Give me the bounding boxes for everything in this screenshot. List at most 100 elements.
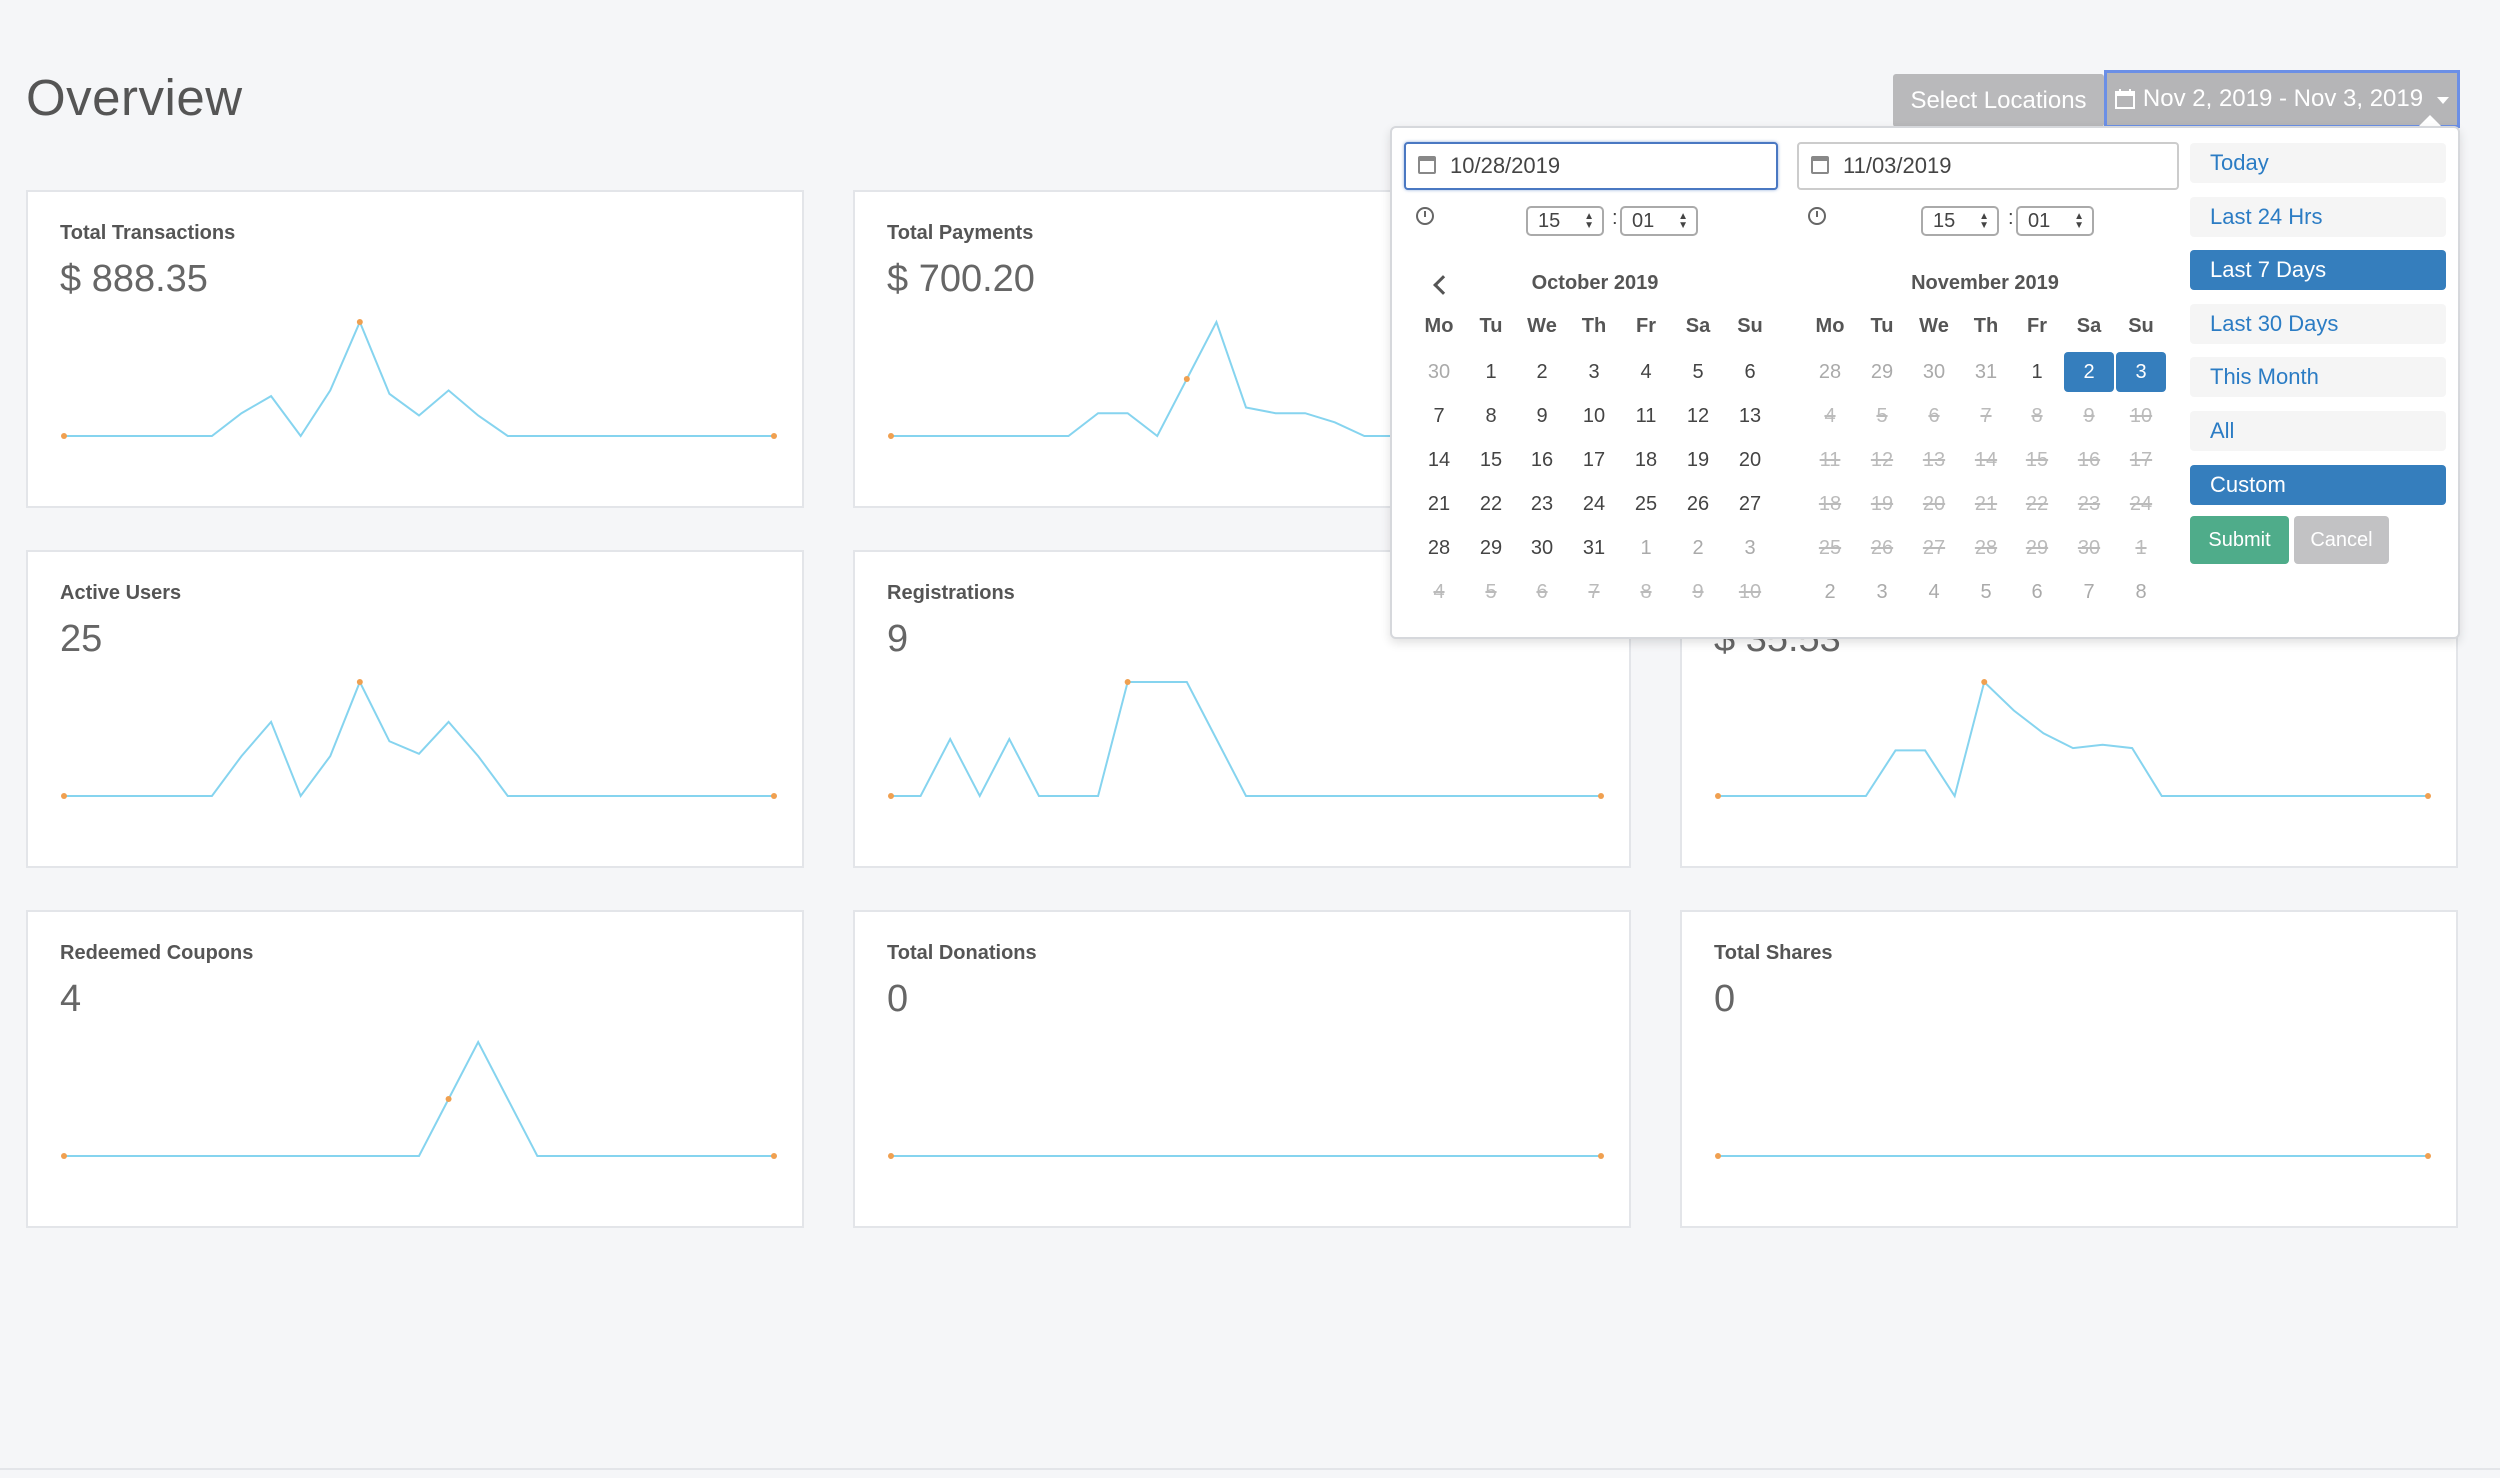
- calendar-day[interactable]: 9: [1536, 405, 1548, 427]
- calendar-day[interactable]: 19: [1686, 449, 1710, 471]
- end-date-input[interactable]: 11/03/2019: [1797, 142, 2179, 190]
- calendar-day[interactable]: 4: [1640, 361, 1652, 383]
- sparkline-point: [1183, 376, 1190, 382]
- calendar-day: 5: [1485, 581, 1497, 603]
- calendar-day: 7: [1588, 581, 1600, 603]
- weekday-header: Fr: [2027, 315, 2047, 337]
- range-option-all[interactable]: All: [2190, 411, 2446, 451]
- clock-icon: [1808, 207, 1826, 225]
- calendar-day[interactable]: 4: [1928, 581, 1940, 603]
- sparkline: [61, 1039, 777, 1159]
- range-option-this-month[interactable]: This Month: [2190, 357, 2446, 398]
- end-hour-select[interactable]: 15 ▲ ▼: [1921, 206, 1999, 236]
- sparkline: [888, 1153, 1604, 1159]
- stat-card: Registrations 9: [853, 550, 1631, 868]
- calendar-day[interactable]: 14: [1427, 449, 1451, 471]
- calendar-day[interactable]: 1: [2031, 361, 2043, 383]
- card-title: Total Donations: [887, 942, 1037, 964]
- calendar-day: 1: [2135, 537, 2147, 559]
- submit-button[interactable]: Submit: [2190, 516, 2289, 564]
- calendar-day[interactable]: 3: [1588, 361, 1600, 383]
- range-option-last-24-hrs[interactable]: Last 24 Hrs: [2190, 196, 2446, 237]
- calendar-day[interactable]: 8: [1485, 405, 1497, 427]
- range-option-last-7-days[interactable]: Last 7 Days: [2190, 250, 2446, 291]
- page-title: Overview: [26, 69, 243, 126]
- card-title: Total Transactions: [60, 222, 236, 244]
- range-option-last-30-days[interactable]: Last 30 Days: [2190, 303, 2446, 344]
- sparkline-path: [64, 679, 774, 799]
- calendar-day[interactable]: 8: [2135, 581, 2147, 603]
- calendar-day[interactable]: 5: [1980, 581, 1992, 603]
- calendar-day[interactable]: 12: [1686, 405, 1710, 427]
- footer-divider: [0, 1468, 2500, 1470]
- calendar-day[interactable]: 13: [1738, 405, 1762, 427]
- calendar-day[interactable]: 26: [1686, 493, 1710, 515]
- calendar-day[interactable]: 16: [1530, 449, 1554, 471]
- card-title: Redeemed Coupons: [60, 942, 254, 964]
- start-hour-select[interactable]: 15 ▲ ▼: [1526, 206, 1604, 236]
- calendar-day[interactable]: 2: [1536, 361, 1548, 383]
- calendar-day[interactable]: 18: [1634, 449, 1658, 471]
- sparkline-point: [2425, 1153, 2431, 1159]
- sparkline: [1715, 679, 2431, 799]
- calendar-day[interactable]: 7: [1433, 405, 1445, 427]
- stat-card: Active Users 25: [26, 550, 804, 868]
- calendar-day[interactable]: 1: [1485, 361, 1497, 383]
- calendar-day[interactable]: 23: [1530, 493, 1554, 515]
- card-value: 0: [887, 978, 909, 1020]
- calendar-day[interactable]: 7: [2083, 581, 2095, 603]
- calendar-day[interactable]: 24: [1582, 493, 1606, 515]
- calendar-day[interactable]: 6: [2031, 581, 2043, 603]
- calendar-day: 11: [1819, 449, 1841, 471]
- calendar-day[interactable]: 2: [1692, 537, 1704, 559]
- calendar-day[interactable]: 11: [1635, 405, 1657, 427]
- end-minute-select[interactable]: 01 ▲ ▼: [2016, 206, 2094, 236]
- start-date-input[interactable]: 10/28/2019: [1404, 142, 1778, 190]
- calendar-day[interactable]: 30: [1530, 537, 1554, 559]
- calendar-day[interactable]: 31: [1582, 537, 1606, 559]
- date-range-button[interactable]: Nov 2, 2019 - Nov 3, 2019: [2104, 70, 2460, 128]
- calendar-day[interactable]: 2: [2064, 352, 2114, 392]
- calendar-day[interactable]: 27: [1738, 493, 1762, 515]
- calendar-day: 29: [2025, 537, 2049, 559]
- calendar-day[interactable]: 3: [2116, 352, 2166, 392]
- card-title: Active Users: [60, 582, 182, 604]
- calendar-day[interactable]: 31: [1974, 361, 1998, 383]
- range-option-custom[interactable]: Custom: [2190, 464, 2446, 505]
- date-range-label: Nov 2, 2019 - Nov 3, 2019: [2142, 85, 2424, 112]
- sparkline-point: [61, 1153, 67, 1159]
- calendar-day[interactable]: 22: [1479, 493, 1503, 515]
- start-minute-select[interactable]: 01 ▲ ▼: [1620, 206, 1698, 236]
- calendar-day: 25: [1818, 537, 1842, 559]
- calendar-day[interactable]: 30: [1427, 361, 1451, 383]
- select-locations-button[interactable]: Select Locations: [1893, 74, 2104, 127]
- calendar-day[interactable]: 3: [1744, 537, 1756, 559]
- calendar-day[interactable]: 25: [1634, 493, 1658, 515]
- calendar-day[interactable]: 29: [1479, 537, 1503, 559]
- cancel-button[interactable]: Cancel: [2294, 516, 2389, 564]
- calendar-day[interactable]: 20: [1738, 449, 1762, 471]
- calendar-day[interactable]: 21: [1427, 493, 1451, 515]
- calendar-day[interactable]: 3: [1876, 581, 1888, 603]
- calendar-day: 9: [1692, 581, 1704, 603]
- calendar-day: 7: [1980, 405, 1992, 427]
- calendar-day[interactable]: 30: [1922, 361, 1946, 383]
- calendar-day[interactable]: 10: [1582, 405, 1606, 427]
- calendar-day[interactable]: 28: [1818, 361, 1842, 383]
- sparkline-point: [888, 793, 894, 799]
- calendar-day[interactable]: 2: [1824, 581, 1836, 603]
- card-title: Total Shares: [1714, 942, 1833, 964]
- calendar-day[interactable]: 15: [1479, 449, 1503, 471]
- card-title: Registrations: [887, 582, 1015, 604]
- calendar-day[interactable]: 1: [1640, 537, 1652, 559]
- calendar-day: 6: [1928, 405, 1940, 427]
- calendar-day[interactable]: 28: [1427, 537, 1451, 559]
- calendar-day[interactable]: 6: [1744, 361, 1756, 383]
- sparkline-point: [1124, 679, 1131, 685]
- range-option-today[interactable]: Today: [2190, 143, 2446, 183]
- calendar-day: 12: [1870, 449, 1894, 471]
- calendar-day[interactable]: 29: [1870, 361, 1894, 383]
- calendar-day[interactable]: 17: [1582, 449, 1606, 471]
- calendar-day: 8: [2031, 405, 2043, 427]
- calendar-day[interactable]: 5: [1692, 361, 1704, 383]
